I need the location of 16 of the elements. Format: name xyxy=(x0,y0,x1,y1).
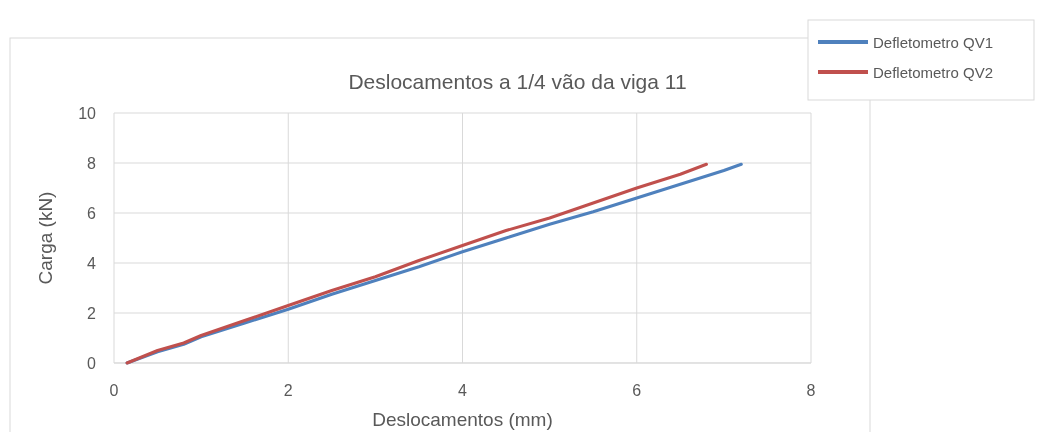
y-tick-label: 4 xyxy=(87,255,97,272)
y-tick-label: 10 xyxy=(78,105,97,122)
legend-label: Defletometro QV2 xyxy=(873,64,994,81)
y-tick-label: 6 xyxy=(87,205,97,222)
x-tick-label: 0 xyxy=(109,382,119,399)
y-tick-label: 2 xyxy=(87,305,97,322)
y-tick-label: 0 xyxy=(87,355,97,372)
x-axis-title: Deslocamentos (mm) xyxy=(372,409,553,430)
x-tick-label: 6 xyxy=(632,382,642,399)
x-tick-label: 2 xyxy=(283,382,293,399)
y-axis-title: Carga (kN) xyxy=(35,191,56,285)
x-tick-label: 8 xyxy=(806,382,816,399)
x-tick-label: 4 xyxy=(458,382,468,399)
y-tick-label: 8 xyxy=(87,155,97,172)
legend-label: Defletometro QV1 xyxy=(873,34,994,51)
chart-title: Deslocamentos a 1/4 vão da viga 11 xyxy=(348,70,687,93)
